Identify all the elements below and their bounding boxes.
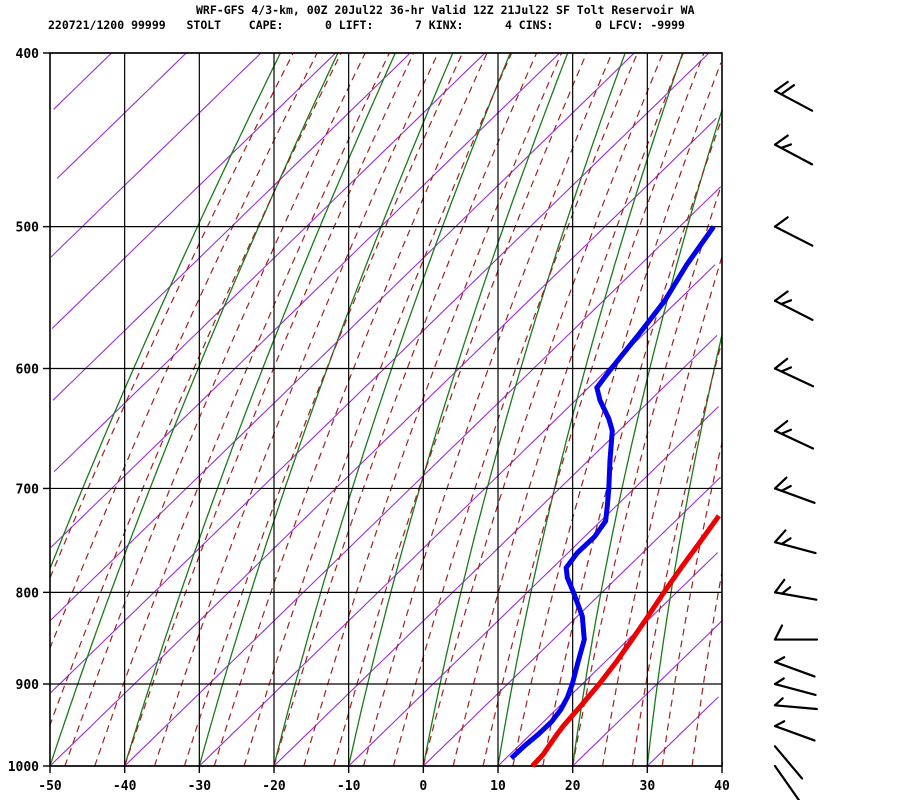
y-tick-label: 700 (16, 482, 40, 497)
x-tick-label: 0 (419, 779, 427, 794)
x-tick-label: 30 (640, 779, 656, 794)
x-tick-label: -10 (337, 779, 361, 794)
x-tick-label: -30 (188, 779, 212, 794)
wind-barb (773, 529, 817, 555)
x-tick-label: 10 (490, 779, 506, 794)
y-tick-label: 1000 (8, 760, 39, 775)
y-tick-label: 800 (16, 586, 40, 601)
x-tick-label: -40 (113, 779, 137, 794)
y-axis-labels: 400 500 600 700 800 900 1000 (8, 47, 39, 775)
wind-barb (773, 419, 815, 450)
y-tick-label: 500 (16, 221, 40, 236)
y-tick-label: 900 (16, 678, 40, 693)
wind-barb (773, 656, 816, 678)
wind-barb (773, 476, 816, 504)
axis-ticks (43, 52, 723, 773)
x-tick-label: -20 (262, 779, 286, 794)
wind-barb (773, 357, 815, 388)
wind-barb (773, 745, 804, 780)
wind-barb (773, 764, 801, 800)
wind-barb (773, 216, 814, 247)
wind-barb (773, 290, 814, 321)
wind-barb (773, 578, 818, 601)
x-tick-label: 40 (714, 779, 730, 794)
sounding-indices-line: 220721/1200 99999 STOLT CAPE: 0 LIFT: 7 … (48, 18, 685, 32)
mixing-ratio-lines (49, 52, 723, 767)
x-tick-label: 20 (565, 779, 581, 794)
dewpoint-trace (509, 225, 716, 761)
plot-frame (49, 52, 723, 767)
y-tick-label: 400 (16, 47, 40, 62)
wind-barb (773, 134, 814, 166)
y-tick-label: 600 (16, 363, 40, 378)
chart-title: WRF-GFS 4/3-km, 00Z 20Jul22 36-hr Valid … (196, 3, 695, 17)
wind-barb (773, 720, 816, 742)
wind-barb-column (773, 80, 819, 800)
wind-barb (773, 624, 819, 641)
wind-barb (773, 697, 818, 711)
wind-barb (773, 80, 814, 112)
x-tick-label: -50 (38, 779, 62, 794)
temperature-trace (530, 514, 721, 768)
x-axis-labels: -50 -40 -30 -20 -10 0 10 20 30 40 (38, 779, 730, 794)
wind-barb (773, 677, 817, 696)
